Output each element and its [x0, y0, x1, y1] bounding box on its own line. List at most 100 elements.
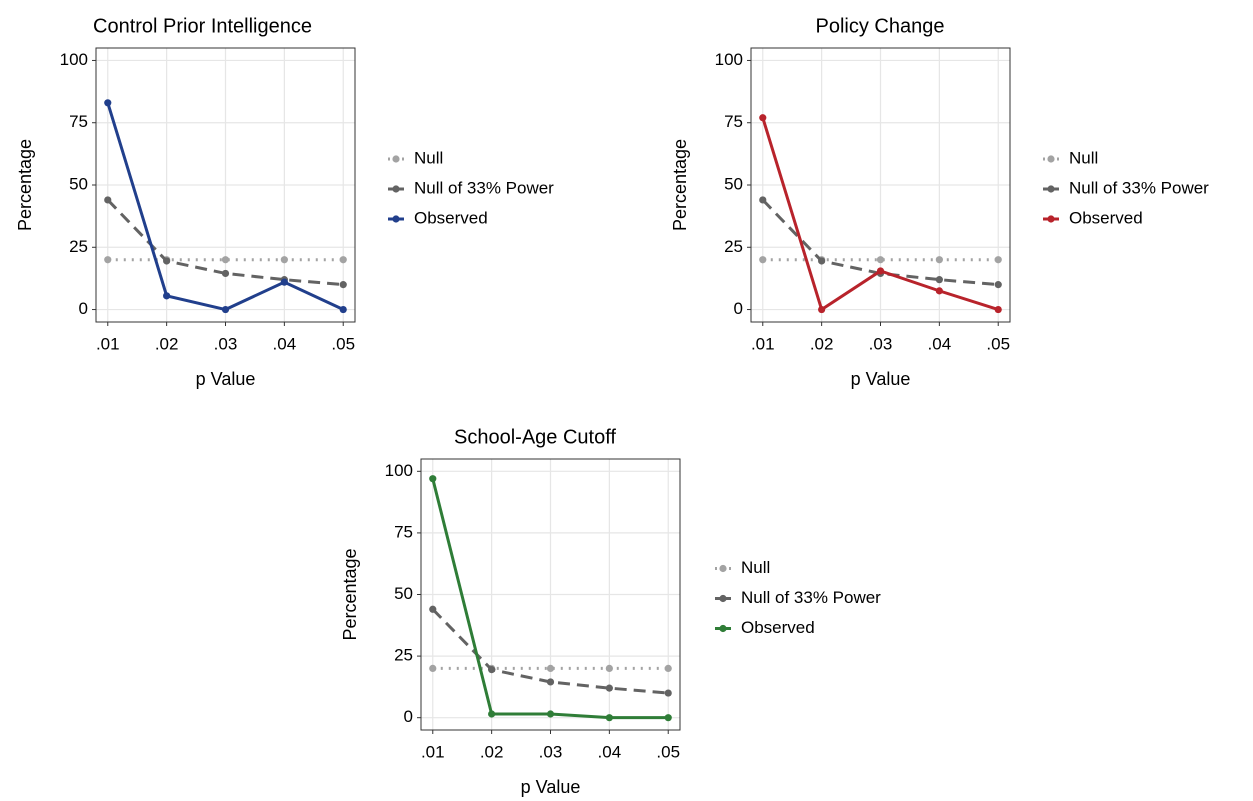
x-axis-title: p Value: [851, 369, 911, 389]
data-point: [429, 605, 437, 613]
x-tick-label: .03: [214, 334, 238, 353]
data-point: [876, 267, 885, 275]
x-tick-label: .04: [928, 334, 952, 353]
legend-key-point: [392, 185, 400, 193]
x-tick-label: .05: [656, 742, 680, 761]
legend-key-point: [719, 594, 727, 603]
x-tick-label: .03: [539, 742, 563, 761]
data-point: [339, 305, 347, 314]
legend-key-point: [392, 155, 400, 163]
chart-title: Control Prior Intelligence: [93, 15, 312, 37]
x-tick-label: .01: [96, 334, 120, 353]
legend-label: Observed: [741, 618, 815, 637]
y-tick-label: 0: [79, 299, 88, 318]
y-tick-label: 100: [60, 50, 88, 69]
legend-label: Null: [414, 148, 443, 167]
x-tick-label: .02: [810, 334, 834, 353]
legend-key-point: [719, 564, 727, 573]
data-point: [994, 305, 1002, 314]
y-tick-label: 75: [724, 112, 743, 131]
data-point: [994, 281, 1002, 289]
data-point: [163, 292, 171, 300]
legend-key-point: [1047, 215, 1055, 223]
legend-key-point: [392, 215, 400, 223]
y-tick-label: 25: [724, 237, 743, 256]
data-point: [280, 278, 288, 286]
x-tick-label: .01: [421, 742, 445, 761]
data-point: [104, 99, 112, 107]
data-point: [104, 196, 112, 204]
data-point: [221, 305, 230, 314]
y-tick-label: 25: [69, 237, 88, 256]
x-tick-label: .02: [480, 742, 504, 761]
chart-title: School-Age Cutoff: [454, 426, 616, 448]
x-tick-label: .05: [331, 334, 355, 353]
data-point: [280, 256, 288, 264]
legend-label: Observed: [1069, 208, 1143, 227]
x-tick-label: .04: [598, 742, 622, 761]
y-tick-label: 50: [724, 174, 743, 193]
plot-frame: [750, 47, 1011, 323]
y-axis-title: Percentage: [670, 139, 690, 231]
data-point: [818, 257, 826, 265]
data-point: [546, 664, 555, 673]
x-tick-label: .01: [751, 334, 775, 353]
data-point: [935, 276, 943, 284]
data-point: [339, 256, 347, 264]
data-point: [104, 256, 112, 264]
data-point: [339, 281, 347, 289]
y-tick-label: 50: [69, 174, 88, 193]
data-point: [546, 678, 555, 686]
y-axis-title: Percentage: [15, 139, 35, 231]
data-point: [605, 714, 613, 722]
legend-label: Null of 33% Power: [1069, 178, 1209, 197]
legend-label: Null: [741, 558, 770, 577]
data-point: [818, 305, 826, 314]
y-tick-label: 75: [394, 522, 413, 541]
x-axis-title: p Value: [196, 369, 256, 389]
data-point: [935, 287, 943, 295]
y-axis-title: Percentage: [340, 548, 360, 640]
y-tick-label: 25: [394, 646, 413, 665]
data-point: [605, 684, 613, 692]
data-point: [488, 710, 496, 718]
plot-frame: [420, 458, 681, 731]
data-point: [759, 114, 767, 122]
legend-key-point: [1047, 155, 1055, 163]
data-point: [664, 664, 672, 673]
y-tick-label: 100: [715, 50, 743, 69]
y-tick-label: 50: [394, 584, 413, 603]
x-tick-label: .04: [273, 334, 297, 353]
legend-key-point: [1047, 185, 1055, 193]
data-point: [163, 257, 171, 265]
data-point: [935, 256, 943, 264]
data-point: [994, 256, 1002, 264]
y-tick-label: 0: [734, 299, 743, 318]
data-point: [759, 196, 767, 204]
chart-title: Policy Change: [816, 15, 945, 37]
data-point: [546, 710, 555, 718]
y-tick-label: 0: [404, 707, 413, 726]
x-tick-label: .03: [869, 334, 893, 353]
y-tick-label: 75: [69, 112, 88, 131]
data-point: [605, 664, 613, 673]
legend-label: Null: [1069, 148, 1098, 167]
data-point: [221, 269, 230, 278]
data-point: [429, 664, 437, 673]
data-point: [876, 256, 885, 264]
x-tick-label: .05: [986, 334, 1010, 353]
legend-label: Observed: [414, 208, 488, 227]
plot-frame: [95, 47, 356, 323]
data-point: [429, 475, 437, 483]
x-tick-label: .02: [155, 334, 179, 353]
data-point: [664, 689, 672, 697]
legend-label: Null of 33% Power: [414, 178, 554, 197]
x-axis-title: p Value: [521, 777, 581, 797]
legend-key-point: [719, 624, 727, 633]
data-point: [759, 256, 767, 264]
legend-label: Null of 33% Power: [741, 588, 881, 607]
data-point: [221, 256, 230, 264]
y-tick-label: 100: [385, 461, 413, 480]
data-point: [664, 714, 672, 722]
data-point: [488, 666, 496, 674]
